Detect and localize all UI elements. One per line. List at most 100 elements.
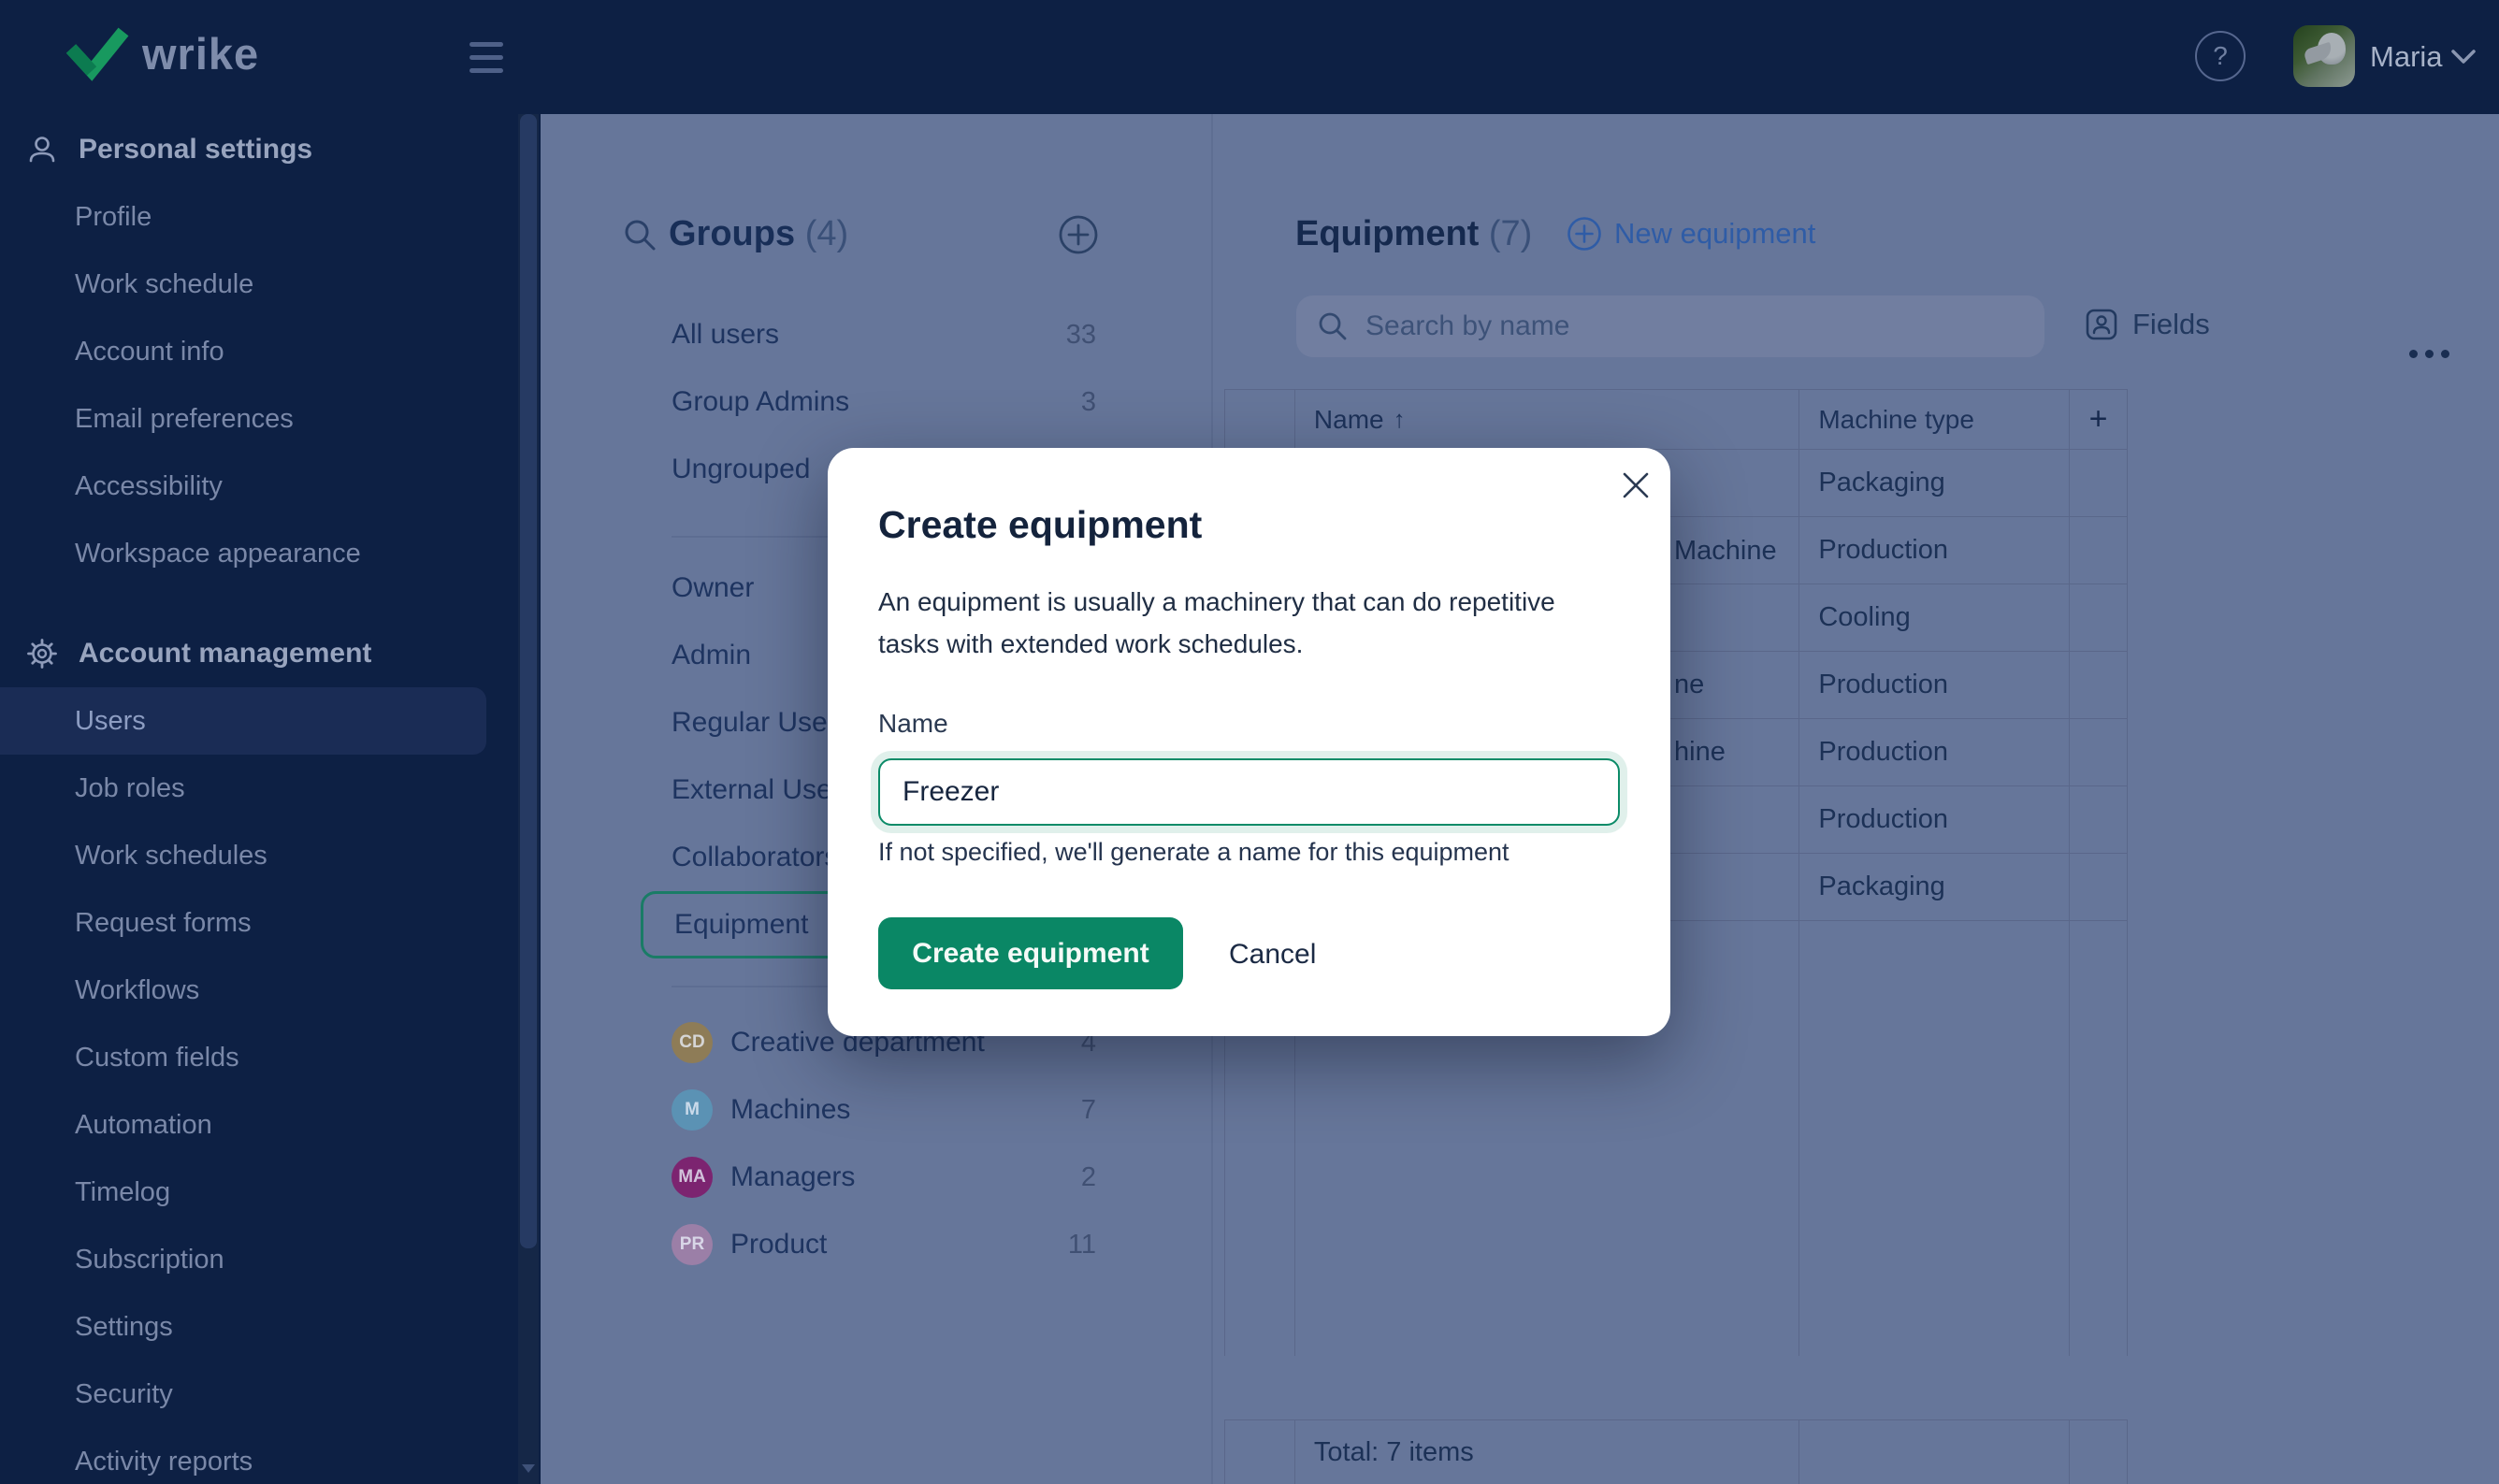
sidebar-item-settings[interactable]: Settings	[0, 1293, 516, 1361]
name-cell	[1295, 517, 1800, 584]
add-column-button[interactable]: +	[2070, 390, 2128, 449]
sidebar-item-label: Settings	[75, 1311, 173, 1342]
sidebar-section-personal: Personal settings Profile Work schedule …	[0, 116, 516, 587]
table-row[interactable]: Production	[1225, 517, 2128, 584]
sidebar-item-work-schedule[interactable]: Work schedule	[0, 251, 516, 318]
sidebar-item-label: Job roles	[75, 772, 185, 803]
group-row-regular-users[interactable]: Regular Users	[641, 689, 1136, 756]
sidebar-item-request-forms[interactable]: Request forms	[0, 889, 516, 957]
group-count: 2	[1080, 1161, 1096, 1192]
sidebar-item-users[interactable]: Users	[0, 687, 486, 755]
extra-cell	[2070, 786, 2128, 853]
sidebar-item-label: Workspace appearance	[75, 538, 361, 569]
menu-icon[interactable]	[469, 42, 503, 73]
user-name[interactable]: Maria	[2370, 40, 2443, 73]
sidebar-scrollbar-thumb[interactable]	[520, 114, 537, 1248]
sidebar-item-profile[interactable]: Profile	[0, 183, 516, 251]
group-row-machines[interactable]: M Machines 7	[641, 1076, 1136, 1144]
table-header-handle-cell	[1225, 390, 1295, 449]
sidebar-item-label: Accessibility	[75, 470, 223, 501]
table-row[interactable]: Production	[1225, 652, 2128, 719]
sidebar-item-job-roles[interactable]: Job roles	[0, 755, 516, 822]
close-icon[interactable]	[1611, 461, 1660, 510]
machine-type-value: Production	[1818, 535, 1949, 565]
group-label: Admin	[672, 640, 752, 670]
group-label: Equipment	[674, 909, 809, 940]
group-label: Ungrouped	[672, 454, 811, 484]
table-row[interactable]: Packaging	[1225, 854, 2128, 921]
equipment-name-input[interactable]	[878, 758, 1620, 826]
sidebar-item-label: Email preferences	[75, 403, 294, 434]
table-row[interactable]: Production	[1225, 786, 2128, 854]
extra-cell	[2070, 652, 2128, 718]
footer-total-cell: Total: 7 items	[1295, 1420, 1800, 1484]
fields-button[interactable]: Fields	[2084, 307, 2210, 342]
name-field-label: Name	[878, 709, 948, 738]
table-grid-extension	[1224, 921, 2128, 1356]
user-avatar[interactable]	[2293, 25, 2355, 87]
sidebar-item-security[interactable]: Security	[0, 1361, 516, 1428]
dialog-title: Create equipment	[878, 503, 1203, 546]
equipment-search-box[interactable]	[1296, 295, 2044, 357]
search-icon[interactable]	[622, 217, 657, 252]
group-label: Group Admins	[672, 386, 850, 417]
machine-type-cell: Packaging	[1799, 854, 2071, 920]
help-glyph: ?	[2213, 41, 2228, 70]
new-equipment-button[interactable]: New equipment	[1566, 213, 1815, 254]
sidebar-item-workflows[interactable]: Workflows	[0, 957, 516, 1024]
table-header-name[interactable]: Name ↑	[1295, 390, 1800, 449]
group-row-managers[interactable]: MA Managers 2	[641, 1144, 1136, 1211]
sidebar-item-label: Users	[75, 705, 146, 736]
more-options-icon[interactable]	[2409, 350, 2449, 358]
sidebar-item-activity-reports[interactable]: Activity reports	[0, 1428, 516, 1484]
group-count: 3	[1080, 386, 1096, 417]
sidebar-item-subscription[interactable]: Subscription	[0, 1226, 516, 1293]
sidebar-item-automation[interactable]: Automation	[0, 1091, 516, 1159]
extra-cell	[2070, 584, 2128, 651]
sidebar-item-timelog[interactable]: Timelog	[0, 1159, 516, 1226]
create-equipment-dialog: Create equipment An equipment is usually…	[828, 448, 1670, 1036]
group-row-owner[interactable]: Owner	[641, 555, 1136, 622]
wrike-logo-icon[interactable]	[62, 24, 133, 82]
sidebar-item-workspace-appearance[interactable]: Workspace appearance	[0, 520, 516, 587]
help-icon[interactable]: ?	[2195, 31, 2246, 81]
group-row-group-admins[interactable]: Group Admins 3	[641, 368, 1136, 436]
sidebar-header-account-management: Account management	[0, 620, 516, 687]
scroll-down-arrow-icon[interactable]	[522, 1464, 535, 1473]
group-label: Managers	[730, 1161, 856, 1192]
group-row-admin[interactable]: Admin	[641, 622, 1136, 689]
chevron-down-icon[interactable]	[2450, 49, 2477, 65]
table-name-fragment: Machine	[1674, 536, 1777, 566]
table-row[interactable]: Packaging	[1225, 450, 2128, 517]
column-label: Name	[1313, 404, 1384, 434]
sidebar-item-label: Account info	[75, 336, 224, 367]
groups-title-text: Groups	[669, 214, 796, 253]
sidebar-item-email-preferences[interactable]: Email preferences	[0, 385, 516, 453]
sidebar-item-label: Subscription	[75, 1244, 224, 1275]
sidebar-item-custom-fields[interactable]: Custom fields	[0, 1024, 516, 1091]
sidebar-item-work-schedules[interactable]: Work schedules	[0, 822, 516, 889]
group-row-ungrouped[interactable]: Ungrouped	[641, 436, 1136, 503]
add-group-icon[interactable]	[1057, 213, 1100, 256]
sidebar-item-account-info[interactable]: Account info	[0, 318, 516, 385]
sidebar-item-label: Automation	[75, 1109, 212, 1140]
table-header-machine-type[interactable]: Machine type	[1799, 390, 2071, 449]
machine-type-value: Cooling	[1818, 602, 1911, 632]
footer-handle-cell	[1225, 1420, 1295, 1484]
table-row[interactable]: Cooling	[1225, 584, 2128, 652]
group-row-all-users[interactable]: All users 33	[641, 301, 1136, 368]
footer-empty-cell	[1799, 1420, 2071, 1484]
cancel-button[interactable]: Cancel	[1229, 939, 1317, 970]
group-row-collaborators[interactable]: Collaborators	[641, 824, 1136, 891]
groups-panel-title: Groups (4)	[669, 211, 848, 256]
group-row-product[interactable]: PR Product 11	[641, 1211, 1136, 1278]
sidebar-item-label: Custom fields	[75, 1042, 239, 1073]
create-equipment-button[interactable]: Create equipment	[878, 917, 1183, 989]
sidebar-header-label: Personal settings	[79, 134, 313, 165]
sidebar-header-label: Account management	[79, 638, 372, 669]
sidebar-item-accessibility[interactable]: Accessibility	[0, 453, 516, 520]
group-count: 11	[1067, 1229, 1096, 1260]
group-row-external-users[interactable]: External Users	[641, 756, 1136, 824]
search-input[interactable]	[1364, 310, 1928, 343]
